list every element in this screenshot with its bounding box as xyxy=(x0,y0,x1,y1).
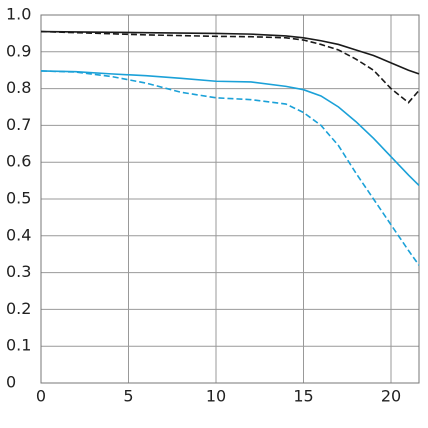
x-tick-label: 5 xyxy=(123,387,133,406)
y-tick-label: 0.9 xyxy=(6,41,31,60)
y-tick-label: 0.4 xyxy=(6,225,31,244)
series-line xyxy=(40,30,420,104)
y-tick-label: 0.3 xyxy=(6,262,31,281)
y-tick-label: 0.7 xyxy=(6,115,31,134)
y-tick-label: 0.5 xyxy=(6,189,31,208)
series-line xyxy=(40,30,420,75)
y-tick-label: 0.2 xyxy=(6,299,31,318)
series-line xyxy=(40,70,420,186)
x-tick-label: 0 xyxy=(36,387,46,406)
y-tick-label: 0.1 xyxy=(6,336,31,355)
x-tick-label: 10 xyxy=(206,387,226,406)
y-tick-label: 1.0 xyxy=(6,5,31,24)
x-tick-label: 20 xyxy=(381,387,401,406)
y-tick-label: 0 xyxy=(6,373,16,392)
plot-frame xyxy=(40,14,420,384)
series-line xyxy=(40,70,420,266)
x-tick-label: 15 xyxy=(293,387,313,406)
y-tick-label: 0.6 xyxy=(6,152,31,171)
y-tick-label: 0.8 xyxy=(6,78,31,97)
